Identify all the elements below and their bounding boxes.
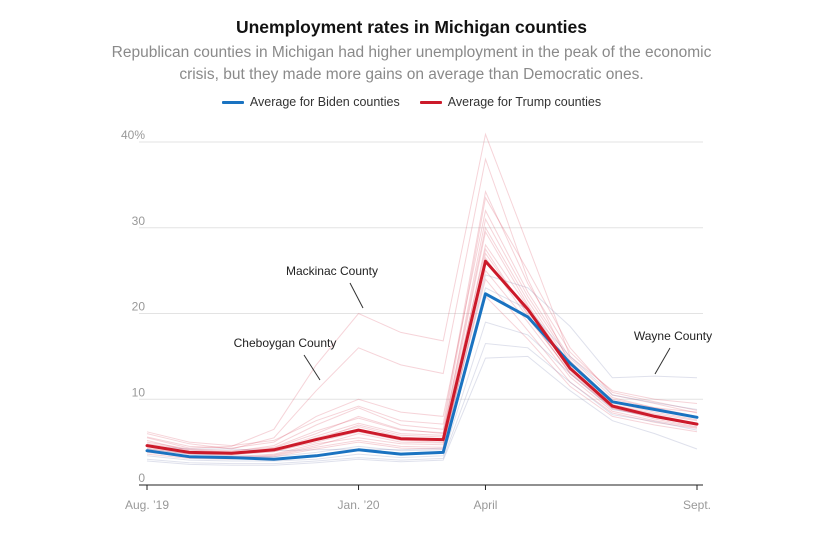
county-line-12	[146, 190, 698, 447]
chart-subtitle: Republican counties in Michigan had high…	[111, 44, 712, 83]
annotation-mackinac: Mackinac County	[286, 264, 378, 278]
chart-title: Unemployment rates in Michigan counties	[235, 17, 588, 37]
x-tick-label-3: Sept.	[683, 498, 711, 512]
county-line-3	[146, 196, 698, 453]
legend-label-trump: Average for Trump counties	[447, 95, 602, 109]
gridlines	[139, 141, 703, 486]
x-tick-label-2: April	[473, 498, 497, 512]
legend-swatch-biden	[221, 100, 244, 104]
x-axis: Aug. ’19 Jan. ’20 April Sept.	[125, 485, 711, 512]
y-axis: 0 10 20 30 40%	[121, 128, 145, 485]
x-tick-label-0: Aug. ’19	[125, 498, 169, 512]
x-tick-label-1: Jan. ’20	[338, 498, 380, 512]
y-tick-label-20: 20	[132, 300, 146, 314]
annotation-wayne: Wayne County	[634, 329, 712, 343]
county-line-0	[146, 132, 698, 449]
legend-item-trump: Average for Trump counties	[419, 95, 602, 109]
county-line-9	[146, 256, 698, 455]
county-line-4	[146, 217, 698, 453]
county-line-16	[146, 321, 698, 462]
y-tick-label-40: 40%	[121, 128, 145, 142]
series-line-trump	[145, 259, 699, 455]
county-line-17	[146, 342, 698, 465]
y-tick-label-30: 30	[132, 214, 146, 228]
county-line-18	[146, 287, 698, 458]
county-line-19	[146, 355, 698, 466]
average-lines	[145, 259, 699, 461]
y-tick-label-0: 0	[138, 471, 145, 485]
leader-wayne	[654, 347, 671, 375]
county-line-8	[146, 209, 698, 449]
leader-cheboygan	[303, 354, 321, 381]
county-lines	[146, 132, 698, 466]
y-tick-label-10: 10	[132, 385, 146, 399]
chart-legend: Average for Biden counties Average for T…	[0, 95, 823, 109]
county-line-2	[146, 274, 698, 452]
county-line-13	[146, 269, 698, 459]
annotation-leaders	[303, 282, 671, 381]
legend-swatch-trump	[419, 100, 442, 104]
legend-item-biden: Average for Biden counties	[221, 95, 400, 109]
series-line-biden	[145, 292, 699, 461]
annotation-cheboygan: Cheboygan County	[234, 336, 337, 350]
county-line-7	[146, 278, 698, 458]
leader-mackinac	[349, 282, 364, 309]
legend-label-biden: Average for Biden counties	[249, 95, 400, 109]
